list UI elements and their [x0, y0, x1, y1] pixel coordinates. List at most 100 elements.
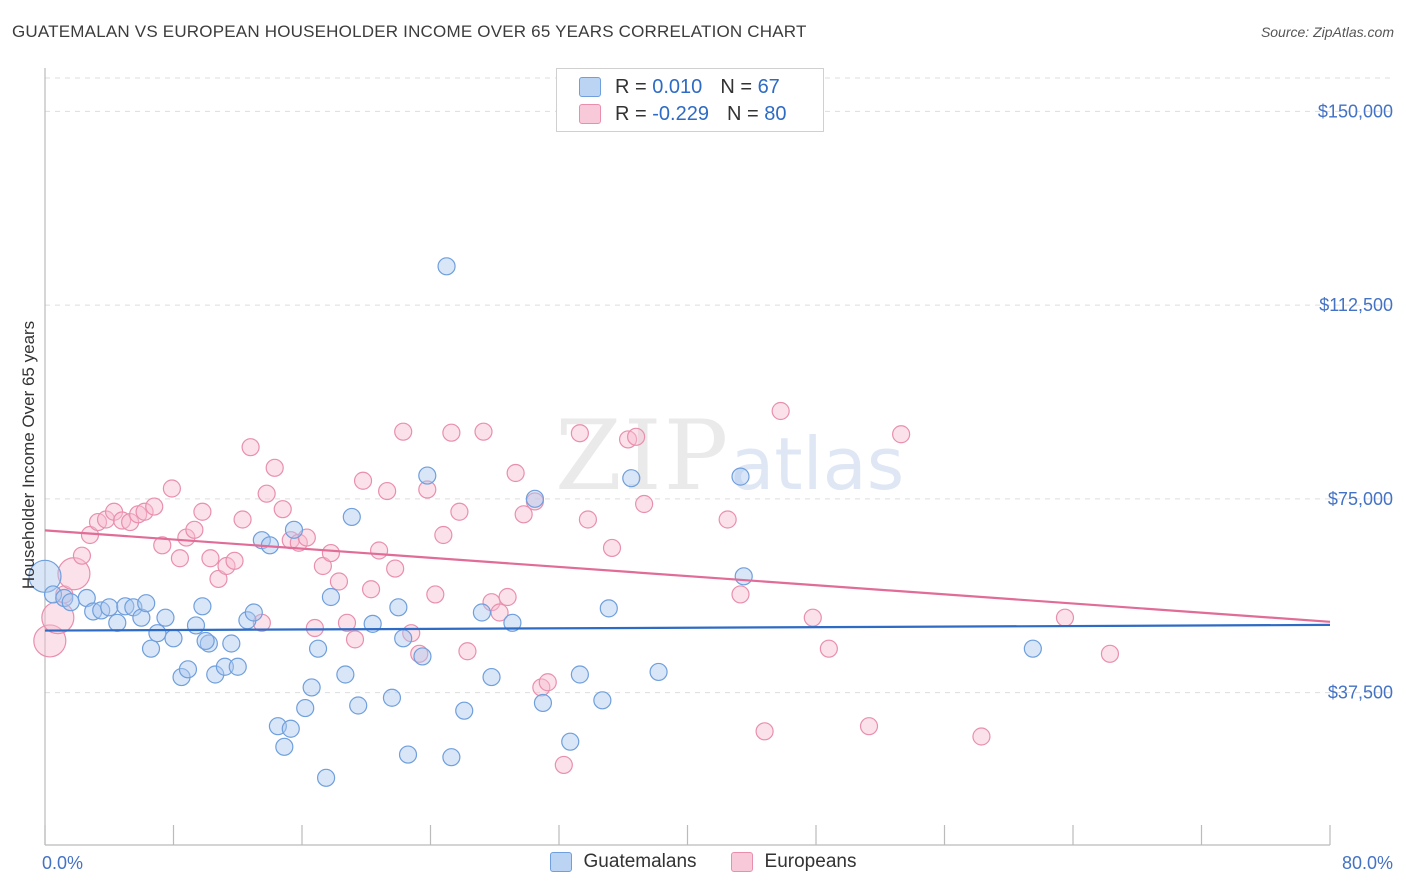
europeans-point: [426, 585, 445, 604]
legend-n-value: 80: [764, 102, 787, 125]
europeans-point: [1100, 644, 1120, 663]
series-legend: Guatemalans Europeans: [0, 851, 1406, 873]
guatemalans-point: [731, 467, 750, 486]
europeans-point: [554, 755, 573, 775]
guatemalans-points: [28, 257, 1042, 787]
legend-r-value: -0.229: [652, 102, 709, 125]
legend-swatch-guatemalans: [579, 77, 601, 97]
guatemalans-trend-line: [44, 623, 1331, 632]
correlation-legend: R = 0.010 N = 67 R = -0.229 N = 80: [556, 68, 824, 132]
guatemalans-point: [413, 647, 432, 666]
legend-row-europeans: R = -0.229 N = 80: [579, 101, 786, 127]
guatemalans-point: [148, 624, 167, 643]
guatemalans-point: [275, 737, 294, 756]
europeans-point: [394, 422, 413, 441]
legend-n-label: N =: [726, 102, 759, 125]
europeans-point: [361, 580, 381, 599]
europeans-point: [353, 471, 373, 490]
europeans-point: [819, 639, 838, 658]
guatemalans-point: [132, 608, 151, 627]
guatemalans-point: [734, 567, 753, 586]
europeans-point: [370, 541, 389, 560]
guatemalans-point: [196, 631, 215, 651]
legend-r-label: R =: [615, 102, 647, 125]
europeans-point: [185, 520, 204, 539]
europeans-point: [1055, 608, 1075, 627]
europeans-point: [233, 510, 252, 529]
guatemalans-point: [533, 693, 553, 713]
guatemalans-point: [336, 665, 355, 684]
guatemalans-point: [308, 639, 328, 658]
legend-item-europeans: Europeans: [730, 851, 857, 873]
europeans-point: [731, 585, 750, 604]
legend-swatch-guatemalans: [549, 852, 572, 872]
europeans-point: [313, 556, 332, 576]
europeans-point: [498, 587, 517, 607]
legend-row-guatemalans: R = 0.010 N = 67: [579, 74, 780, 100]
europeans-point: [225, 551, 244, 570]
guatemalans-point: [455, 701, 474, 720]
guatemalans-point: [649, 662, 668, 682]
europeans-point: [892, 425, 911, 444]
guatemalans-point: [284, 520, 304, 539]
guatemalans-point: [228, 657, 247, 676]
europeans-point: [153, 536, 172, 555]
chart-title: GUATEMALAN VS EUROPEAN HOUSEHOLDER INCOM…: [12, 22, 807, 41]
guatemalans-point: [622, 469, 641, 488]
guatemalans-point: [222, 634, 241, 653]
watermark: ZIPatlas: [555, 400, 904, 512]
guatemalans-point: [178, 660, 198, 679]
guatemalans-point: [599, 599, 618, 618]
guatemalans-point: [296, 698, 315, 718]
europeans-point: [434, 525, 453, 545]
europeans-point: [345, 630, 365, 649]
legend-swatch-europeans: [579, 104, 601, 124]
guatemalans-point: [1023, 639, 1042, 658]
europeans-point: [418, 480, 437, 499]
trend-lines: [44, 529, 1331, 632]
guatemalans-point: [437, 257, 456, 276]
legend-label-guatemalans: Guatemalans: [583, 851, 697, 872]
europeans-point: [442, 423, 461, 442]
guatemalans-point: [61, 593, 80, 612]
y-axis-label: Householder Income Over 65 years: [19, 321, 38, 589]
guatemalans-point: [100, 598, 119, 617]
guatemalans-point: [442, 748, 461, 767]
guatemalans-point: [570, 665, 589, 684]
europeans-point: [972, 727, 991, 746]
tick-labels: $37,500 $75,000 $112,500 $150,000 0.0% 80.0%: [42, 101, 1393, 873]
europeans-point: [635, 494, 654, 514]
europeans-point: [209, 569, 228, 589]
europeans-point: [33, 624, 67, 658]
europeans-point: [490, 603, 509, 622]
europeans-point: [193, 502, 212, 521]
guatemalans-point: [244, 603, 263, 622]
europeans-point: [170, 549, 190, 568]
guatemalans-point: [561, 732, 580, 751]
guatemalans-point: [394, 629, 413, 648]
guatemalans-point: [418, 466, 437, 485]
guatemalans-point: [302, 678, 321, 697]
europeans-point: [378, 481, 397, 501]
legend-label-europeans: Europeans: [764, 851, 857, 872]
europeans-point: [450, 502, 469, 521]
guatemalans-point: [199, 634, 218, 653]
europeans-point: [859, 717, 879, 736]
guatemalans-point: [398, 745, 418, 764]
guatemalans-point: [503, 613, 522, 632]
europeans-point: [570, 424, 589, 443]
guatemalans-point: [215, 657, 234, 676]
europeans-point: [201, 549, 220, 568]
guatemalans-point: [472, 603, 491, 622]
axes: [44, 68, 1331, 846]
europeans-point: [273, 500, 292, 519]
legend-r-label: R =: [615, 75, 647, 98]
y-tick-label: $37,500: [1328, 683, 1393, 703]
europeans-point: [626, 427, 646, 446]
europeans-point: [265, 458, 284, 477]
europeans-point: [803, 608, 822, 627]
guatemalans-point: [156, 608, 175, 627]
guatemalans-point: [108, 613, 127, 632]
legend-swatch-europeans: [730, 852, 753, 872]
